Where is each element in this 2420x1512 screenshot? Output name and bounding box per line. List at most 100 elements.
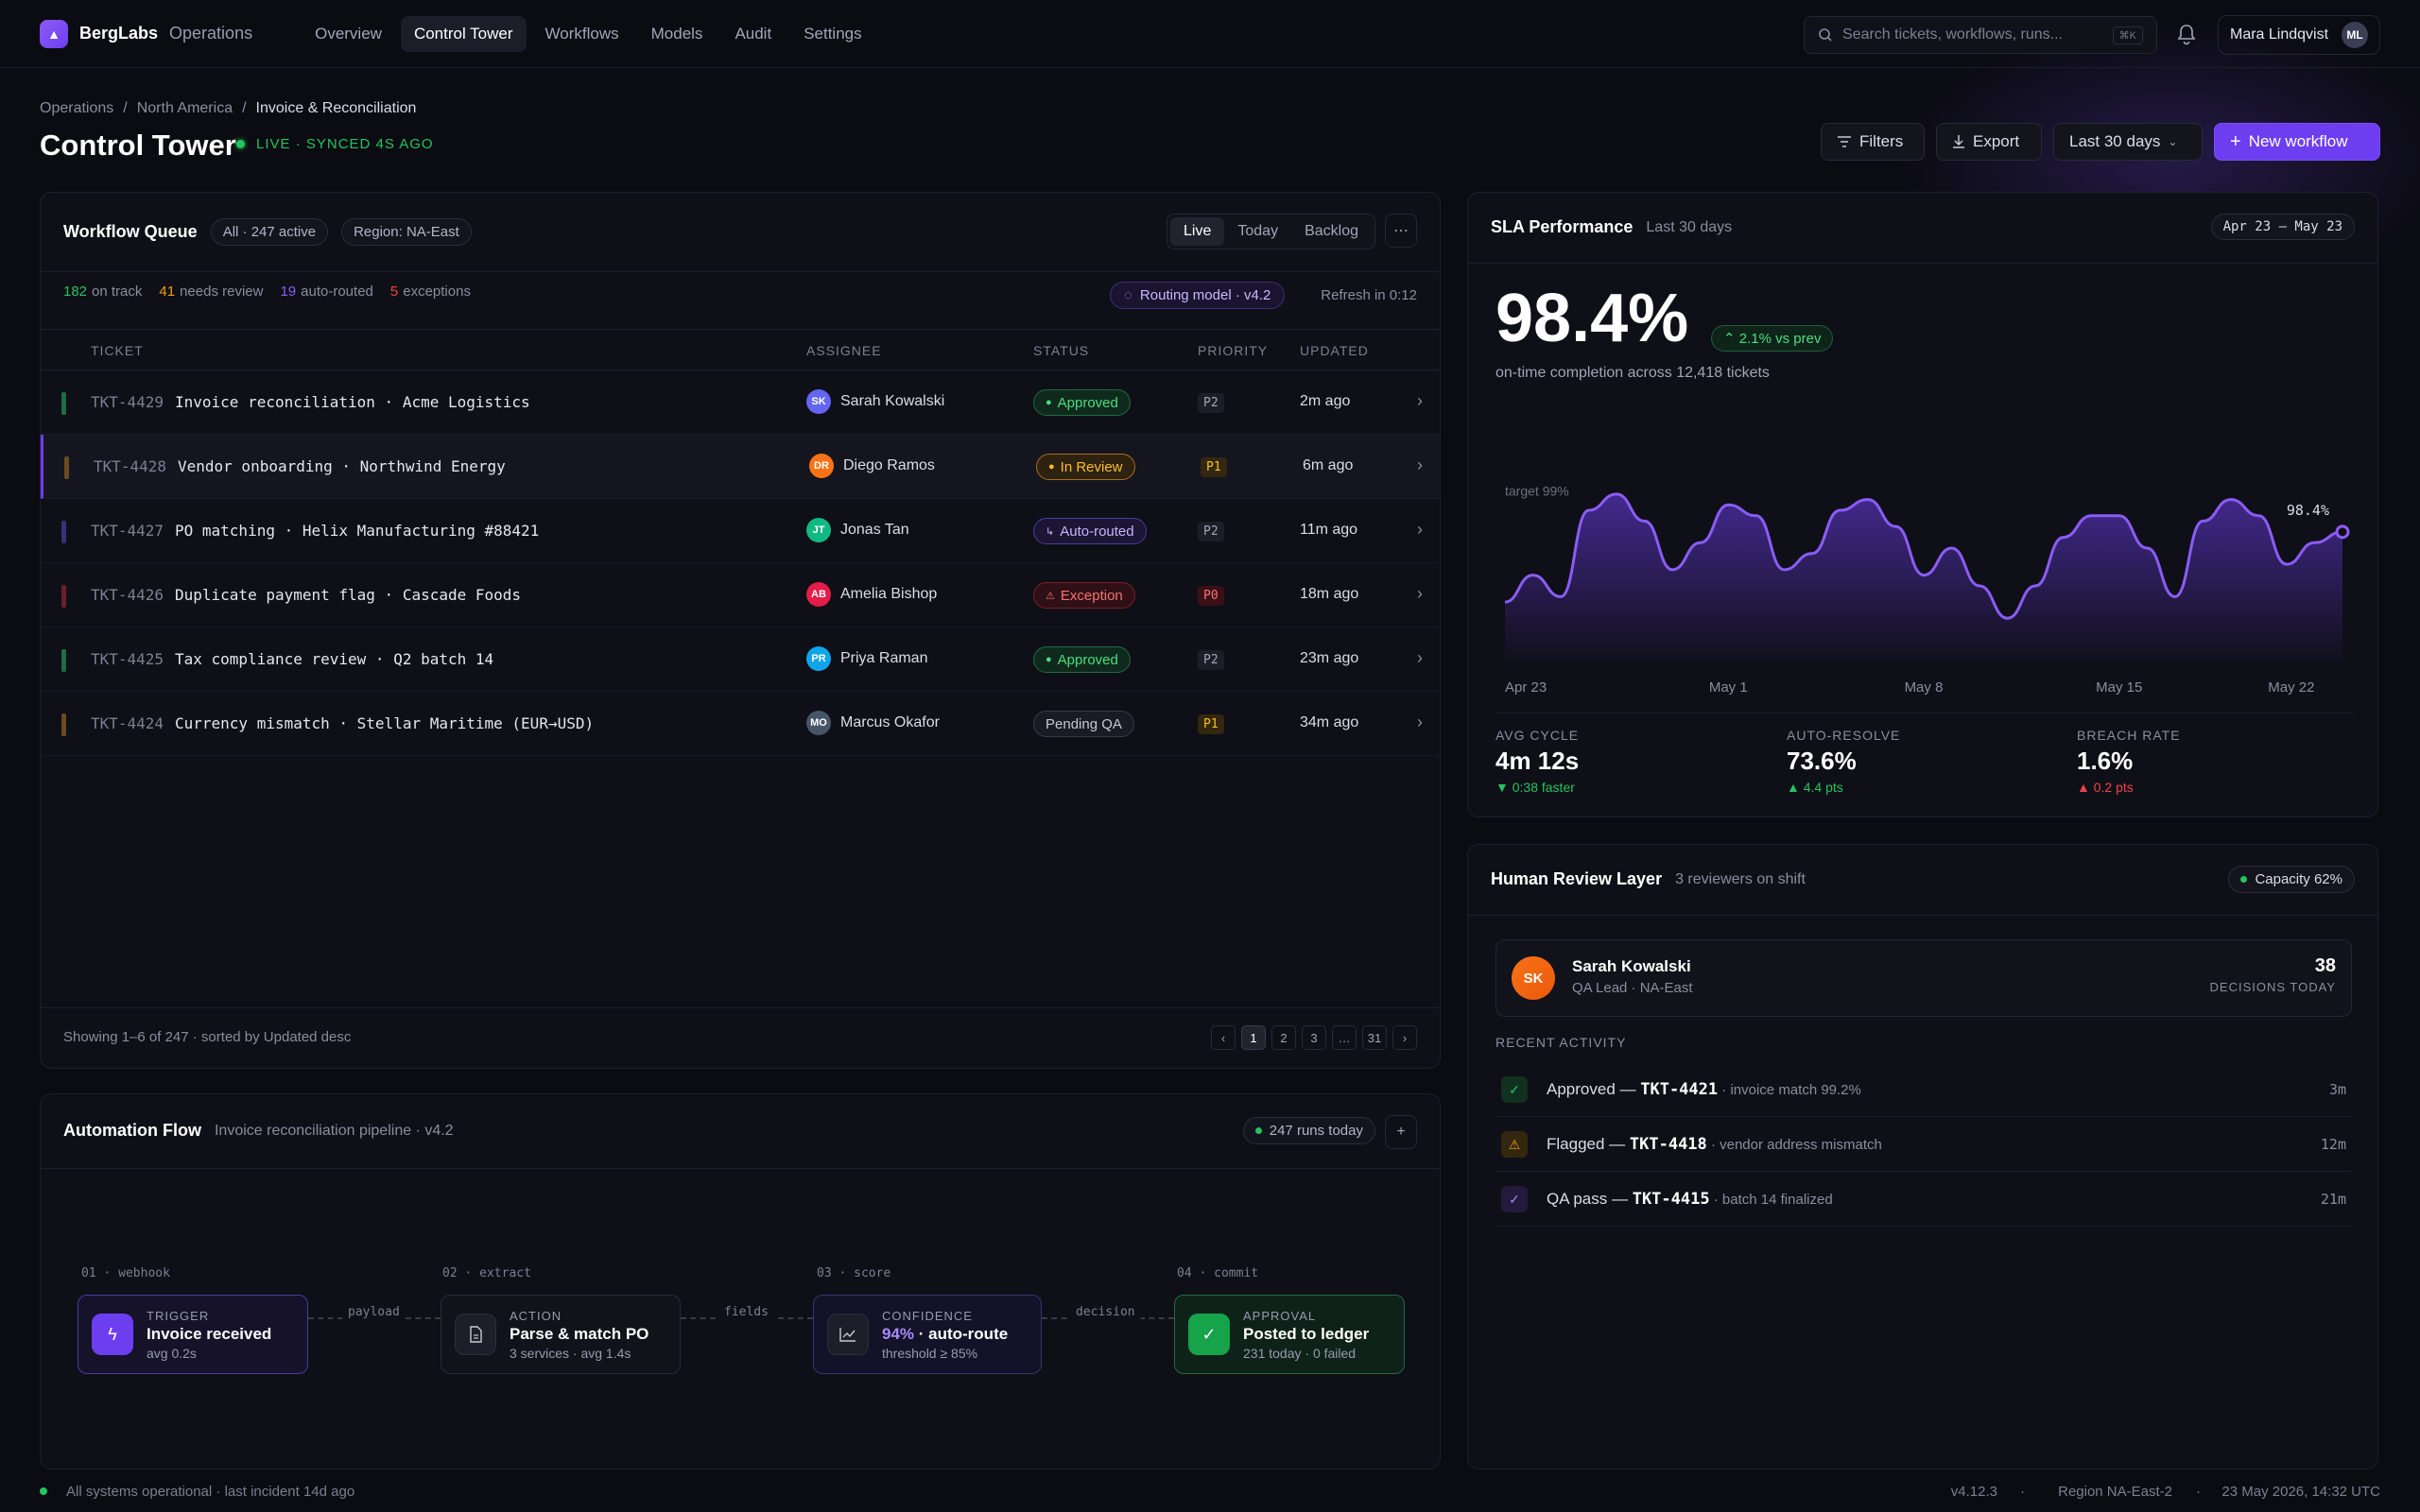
tab-live[interactable]: Live [1170, 217, 1225, 246]
column-assignee[interactable]: ASSIGNEE [806, 343, 882, 358]
export-button[interactable]: Export [1936, 123, 2042, 161]
chevron-right-icon[interactable]: › [1417, 391, 1423, 410]
table-row[interactable]: TKT-4429 Invoice reconciliation · Acme Lo… [41, 370, 1440, 435]
routing-model-badge[interactable]: ◌ Routing model · v4.2 [1110, 282, 1286, 309]
queue-filter-chip[interactable]: All · 247 active [210, 218, 329, 246]
node-kind: CONFIDENCE [882, 1308, 973, 1323]
live-status-text: LIVE · SYNCED 4S AGO [256, 136, 434, 152]
arrow-up-icon: ⌃ [1723, 331, 1739, 347]
queue-stats: 182 on track 41 needs review 19 auto-routed 5 e… [63, 284, 471, 300]
table-row[interactable]: TKT-4426 Duplicate payment flag · Cascade… [41, 563, 1440, 627]
table-row[interactable]: TKT-4427 PO matching · Helix Manufacturin… [41, 499, 1440, 563]
approval-node[interactable]: ✓ APPROVAL Posted to ledger 231 today · 0 … [1174, 1295, 1405, 1374]
tab-backlog[interactable]: Backlog [1305, 223, 1358, 239]
activity-item[interactable]: ✓ QA pass — TKT-4415 · batch 14 finalized… [1495, 1172, 2352, 1227]
node-sub: 3 services · avg 1.4s [510, 1345, 631, 1361]
status-icon: ● [1048, 461, 1055, 472]
sla-value: 98.4% [1495, 281, 1689, 356]
queue-stat[interactable]: 41 needs review [159, 284, 263, 300]
nav-audit[interactable]: Audit [735, 24, 772, 43]
trigger-node[interactable]: ϟ TRIGGER Invoice received avg 0.2s [78, 1295, 308, 1374]
page-button[interactable]: 3 [1302, 1025, 1326, 1050]
nav-settings[interactable]: Settings [804, 24, 862, 43]
chevron-right-icon[interactable]: › [1417, 455, 1423, 474]
chevron-right-icon[interactable]: › [1417, 648, 1423, 667]
sla-end-point[interactable] [2335, 524, 2350, 540]
chevron-right-icon[interactable]: › [1417, 713, 1423, 731]
activity-ticket[interactable]: TKT-4418 [1629, 1135, 1707, 1154]
reviewer-name: Sarah Kowalski [1572, 957, 1691, 975]
sla-delta-badge: ⌃ 2.1% vs prev [1711, 325, 1834, 352]
status-label: Pending QA [1046, 715, 1122, 732]
stat-label: exceptions [403, 284, 471, 300]
assignee: JT Jonas Tan [806, 518, 909, 542]
ticket-id[interactable]: TKT-4429 [91, 393, 164, 411]
search-placeholder: Search tickets, workflows, runs... [1842, 26, 2063, 43]
nav-workflows[interactable]: Workflows [544, 24, 619, 43]
queue-title: Workflow Queue [63, 222, 198, 241]
column-status[interactable]: STATUS [1033, 343, 1090, 358]
ticket-id[interactable]: TKT-4426 [91, 586, 164, 604]
nav-models[interactable]: Models [650, 24, 703, 43]
prev-page-icon[interactable]: ‹ [1211, 1025, 1236, 1050]
sla-date-range[interactable]: Apr 23 – May 23 [2210, 214, 2355, 240]
ticket-id[interactable]: TKT-4424 [91, 714, 164, 732]
ticket-id[interactable]: TKT-4425 [91, 650, 164, 668]
queue-stat[interactable]: 182 on track [63, 284, 142, 300]
page-button[interactable]: 1 [1241, 1025, 1266, 1050]
priority-badge: P2 [1198, 650, 1224, 670]
ticket-id[interactable]: TKT-4427 [91, 522, 164, 540]
capacity-badge: Capacity 62% [2228, 866, 2355, 893]
stat-label: needs review [180, 284, 264, 300]
priority-badge: P2 [1198, 393, 1224, 413]
region-chip[interactable]: Region: NA-East [341, 218, 472, 246]
page-button[interactable]: 31 [1362, 1025, 1387, 1050]
breadcrumb-north-america[interactable]: North America [136, 100, 233, 116]
next-page-icon[interactable]: › [1392, 1025, 1417, 1050]
sla-subtitle: Last 30 days [1646, 218, 1733, 235]
column-ticket[interactable]: TICKET [91, 343, 144, 358]
nav-overview[interactable]: Overview [315, 24, 382, 43]
page-button[interactable]: 2 [1271, 1025, 1296, 1050]
action-node[interactable]: ACTION Parse & match PO 3 services · avg 1… [441, 1295, 681, 1374]
tab-today[interactable]: Today [1237, 223, 1279, 239]
capacity-label: Capacity 62% [2255, 871, 2342, 887]
column-priority[interactable]: PRIORITY [1198, 343, 1269, 358]
search-input[interactable]: Search tickets, workflows, runs... ⌘K [1804, 16, 2157, 54]
table-row[interactable]: TKT-4425 Tax compliance review · Q2 batch… [41, 627, 1440, 692]
activity-ticket[interactable]: TKT-4421 [1640, 1080, 1719, 1099]
activity-item[interactable]: ✓ Approved — TKT-4421 · invoice match 99.… [1495, 1062, 2352, 1117]
new-workflow-button[interactable]: + New workflow [2214, 123, 2380, 161]
bell-icon[interactable] [2176, 23, 2197, 45]
stat-count: 182 [63, 284, 88, 300]
date-range-select[interactable]: Last 30 days ⌄ [2053, 123, 2203, 161]
assignee-name: Sarah Kowalski [840, 393, 945, 409]
metric-label: AVG CYCLE [1495, 728, 1580, 743]
top-nav: ▲ BergLabs Operations Overview Control T… [0, 0, 2420, 68]
user-menu[interactable]: Mara Lindqvist ML [2218, 15, 2380, 55]
add-step-icon[interactable]: + [1385, 1115, 1417, 1149]
queue-stat[interactable]: 19 auto-routed [280, 284, 372, 300]
brand-name: BergLabs [79, 24, 159, 43]
table-row[interactable]: TKT-4428 Vendor onboarding · Northwind En… [41, 435, 1440, 499]
table-row[interactable]: TKT-4424 Currency mismatch · Stellar Mari… [41, 692, 1440, 756]
nav-control-tower[interactable]: Control Tower [400, 15, 527, 52]
activity-item[interactable]: ⚠ Flagged — TKT-4418 · vendor address mis… [1495, 1117, 2352, 1172]
breadcrumb-operations[interactable]: Operations [40, 100, 114, 116]
column-updated[interactable]: UPDATED [1300, 343, 1369, 358]
confidence-node[interactable]: CONFIDENCE 94% · auto-route threshold ≥ 85… [813, 1295, 1042, 1374]
chevron-right-icon[interactable]: › [1417, 584, 1423, 603]
workflow-queue-panel: Workflow Queue All · 247 active Region: … [40, 192, 1441, 1069]
activity-ticket[interactable]: TKT-4415 [1632, 1190, 1710, 1209]
live-status: LIVE · SYNCED 4S AGO [236, 136, 434, 152]
ticket-id[interactable]: TKT-4428 [94, 457, 167, 475]
berglabs-logo-icon[interactable]: ▲ [40, 19, 68, 48]
queue-stat[interactable]: 5 exceptions [390, 284, 471, 300]
more-options-icon[interactable]: ⋯ [1385, 214, 1417, 248]
page-button[interactable]: … [1332, 1025, 1357, 1050]
reviewer-card[interactable]: SK Sarah Kowalski QA Lead · NA-East 38 D… [1495, 939, 2352, 1017]
chevron-right-icon[interactable]: › [1417, 520, 1423, 539]
node-name: · auto-route [914, 1324, 1009, 1343]
metric-label: BREACH RATE [2077, 728, 2181, 743]
filters-button[interactable]: Filters [1821, 123, 1925, 161]
